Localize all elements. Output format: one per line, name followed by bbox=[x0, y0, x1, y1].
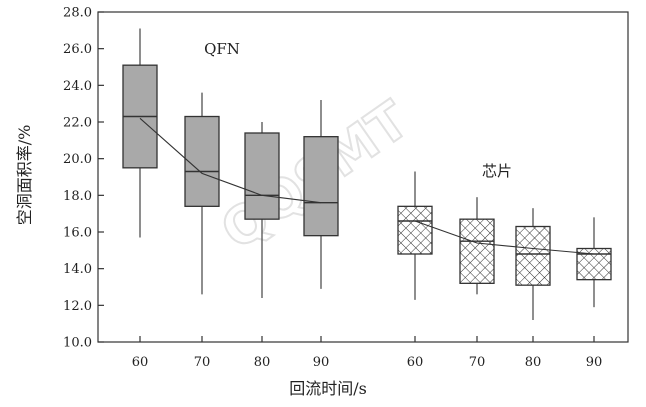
y-tick-label: 10.0 bbox=[63, 336, 92, 351]
y-tick-label: 22.0 bbox=[63, 116, 92, 131]
x-tick-label: 80 bbox=[525, 355, 542, 370]
box bbox=[515, 225, 551, 286]
y-tick-label: 24.0 bbox=[63, 79, 92, 94]
plot-frame bbox=[97, 11, 629, 343]
box bbox=[303, 136, 339, 237]
group-annotation: QFN bbox=[204, 40, 240, 58]
y-tick-label: 14.0 bbox=[63, 262, 92, 277]
x-axis-title: 回流时间/s bbox=[289, 379, 367, 398]
mean-trend-line bbox=[414, 220, 595, 255]
y-tick-label: 18.0 bbox=[63, 189, 92, 204]
y-tick-label: 12.0 bbox=[63, 299, 92, 314]
y-tick-label: 20.0 bbox=[63, 152, 92, 167]
box bbox=[184, 115, 220, 207]
y-tick-label: 16.0 bbox=[63, 226, 92, 241]
x-tick-label: 90 bbox=[313, 355, 330, 370]
mean-lines-layer bbox=[139, 117, 595, 255]
y-tick-label: 28.0 bbox=[63, 6, 92, 21]
annotations-layer: QFN 芯片 bbox=[204, 40, 512, 180]
x-tick-label: 80 bbox=[254, 355, 271, 370]
x-tick-label: 60 bbox=[407, 355, 424, 370]
box bbox=[244, 132, 280, 220]
x-tick-label: 60 bbox=[132, 355, 149, 370]
y-axis-title: 空洞面积率/% bbox=[15, 125, 34, 226]
box bbox=[459, 218, 495, 284]
box bbox=[397, 205, 433, 255]
mean-trend-line bbox=[139, 117, 322, 204]
group-annotation: 芯片 bbox=[482, 162, 512, 180]
y-tick-label: 26.0 bbox=[63, 42, 92, 57]
x-tick-label: 70 bbox=[469, 355, 486, 370]
x-tick-label: 90 bbox=[586, 355, 603, 370]
y-axis: 10.0 12.0 14.0 16.0 18.0 20.0 22.0 24.0 26.0 28.0 bbox=[63, 6, 104, 351]
boxes-layer bbox=[122, 28, 612, 320]
x-axis: 60 70 80 90 60 70 80 90 bbox=[132, 336, 603, 370]
x-tick-label: 70 bbox=[194, 355, 211, 370]
